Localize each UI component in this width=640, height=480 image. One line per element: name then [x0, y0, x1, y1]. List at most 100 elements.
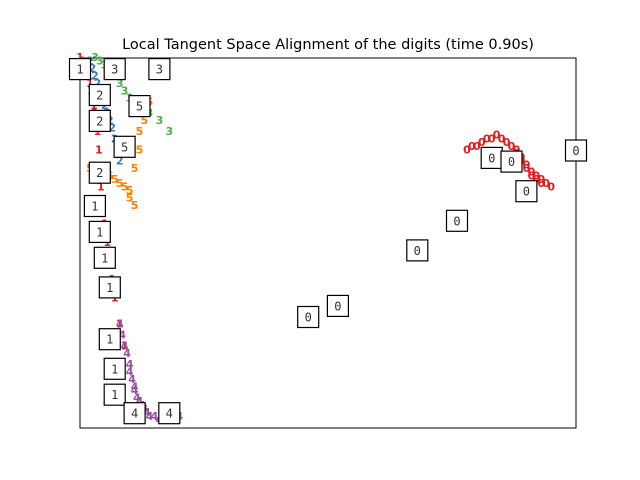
- thumbnail-digit-glyph: 2: [96, 114, 103, 128]
- thumbnail-digit-glyph: 0: [453, 214, 460, 228]
- point-digit-0: 0: [463, 144, 471, 157]
- point-digit-0: 0: [468, 140, 476, 153]
- thumbnail-digit-1: 1: [88, 220, 111, 243]
- thumbnail-digit-1: 1: [98, 328, 121, 351]
- thumbnail-digit-2: 2: [88, 161, 111, 184]
- point-digit-3: 3: [91, 51, 99, 64]
- point-digit-0: 0: [478, 136, 486, 149]
- thumbnail-frame: [326, 294, 349, 317]
- thumbnail-frame: [148, 57, 171, 81]
- point-digit-3: 3: [96, 55, 104, 68]
- point-digit-0: 0: [488, 132, 496, 145]
- point-digit-1: 1: [121, 340, 129, 353]
- thumbnail-frame: [83, 194, 107, 218]
- thumbnail-digit-0: 0: [564, 139, 588, 162]
- thumbnail-digit-glyph: 1: [91, 200, 98, 214]
- thumbnail-frame: [68, 57, 92, 81]
- thumbnail-digit-glyph: 3: [111, 63, 118, 77]
- point-digit-4: 4: [123, 347, 131, 360]
- point-digit-2: 2: [89, 62, 97, 75]
- thumbnail-digit-2: 2: [88, 109, 111, 133]
- thumbnail-digit-glyph: 0: [572, 144, 579, 158]
- point-digit-4: 4: [151, 410, 159, 423]
- thumbnail-frame: [297, 305, 320, 329]
- thumbnail-digit-4: 4: [123, 402, 146, 425]
- axes-frame: [79, 57, 577, 429]
- thumbnail-frame: [103, 57, 126, 81]
- thumbnail-digit-glyph: 4: [166, 407, 173, 421]
- thumbnail-digit-0: 0: [480, 146, 503, 169]
- point-digit-1: 1: [95, 144, 103, 157]
- point-digit-5: 5: [121, 181, 129, 194]
- point-digit-4: 4: [146, 410, 154, 423]
- thumbnail-digit-3: 3: [103, 57, 126, 81]
- point-digit-2: 2: [116, 155, 124, 168]
- point-digit-3: 3: [156, 114, 164, 127]
- thumbnail-digit-glyph: 0: [508, 155, 515, 169]
- point-digit-4: 4: [128, 373, 136, 386]
- thumbnail-digit-1: 1: [103, 383, 126, 406]
- point-digit-0: 0: [528, 169, 536, 182]
- thumbnail-digit-3: 3: [148, 57, 171, 81]
- thumbnail-digit-glyph: 0: [523, 185, 530, 199]
- point-digit-5: 5: [131, 199, 139, 212]
- thumbnail-frame: [88, 161, 111, 184]
- thumbnail-digit-glyph: 0: [305, 311, 312, 325]
- point-digit-5: 5: [126, 184, 134, 197]
- point-digit-0: 0: [528, 166, 536, 179]
- thumbnail-frame: [406, 239, 429, 262]
- thumbnail-frame: [515, 180, 538, 203]
- thumbnail-digit-1: 1: [103, 357, 126, 380]
- point-digit-4: 4: [133, 391, 141, 404]
- point-digit-0: 0: [532, 173, 540, 186]
- thumbnail-digit-5: 5: [113, 135, 136, 158]
- chart-title: Local Tangent Space Alignment of the dig…: [122, 37, 534, 53]
- point-digit-5: 5: [111, 173, 119, 186]
- point-digit-4: 4: [136, 395, 144, 408]
- point-digit-5: 5: [131, 162, 139, 175]
- point-digit-3: 3: [165, 125, 173, 138]
- thumbnail-frame: [123, 402, 146, 425]
- plot-area: 0000000000000000000000001111111111111111…: [68, 51, 588, 429]
- point-digit-0: 0: [508, 140, 516, 153]
- thumbnail-digit-glyph: 0: [414, 244, 421, 258]
- thumbnail-digit-1: 1: [68, 57, 92, 81]
- point-digit-1: 1: [97, 181, 105, 194]
- point-digit-2: 2: [108, 121, 116, 134]
- thumbnail-frame: [103, 383, 126, 406]
- thumbnail-digit-glyph: 1: [111, 388, 118, 402]
- thumbnail-digit-glyph: 1: [96, 225, 103, 239]
- thumbnail-frame: [88, 109, 111, 133]
- point-digit-0: 0: [483, 132, 491, 145]
- point-digit-5: 5: [126, 192, 134, 205]
- thumbnail-digit-glyph: 5: [136, 100, 143, 114]
- point-digit-5: 5: [116, 177, 124, 190]
- point-digit-0: 0: [498, 132, 506, 145]
- thumbnail-digit-glyph: 0: [334, 299, 341, 313]
- thumbnail-frame: [564, 139, 588, 162]
- point-digit-1: 1: [116, 317, 124, 330]
- thumbnail-frame: [445, 209, 469, 232]
- thumbnail-frame: [500, 150, 523, 173]
- point-digit-4: 4: [131, 380, 139, 393]
- thumbnail-digit-2: 2: [88, 83, 111, 107]
- thumbnail-digit-0: 0: [406, 239, 429, 262]
- point-digit-4: 4: [121, 340, 129, 353]
- point-digit-4: 4: [126, 358, 134, 371]
- point-digit-0: 0: [493, 129, 501, 142]
- thumbnail-frame: [103, 357, 126, 380]
- point-digit-0: 0: [532, 169, 540, 182]
- point-digit-0: 0: [537, 173, 545, 186]
- thumbnail-digit-glyph: 5: [121, 140, 128, 154]
- point-digit-0: 0: [503, 136, 511, 149]
- point-digit-0: 0: [537, 177, 545, 190]
- thumbnail-digit-1: 1: [93, 246, 116, 269]
- point-digit-0: 0: [513, 144, 521, 157]
- thumbnail-digit-glyph: 4: [131, 407, 138, 421]
- thumbnail-frame: [98, 328, 121, 351]
- point-digit-5: 5: [136, 144, 144, 157]
- thumbnail-frame: [93, 246, 116, 269]
- thumbnail-frame: [88, 83, 111, 107]
